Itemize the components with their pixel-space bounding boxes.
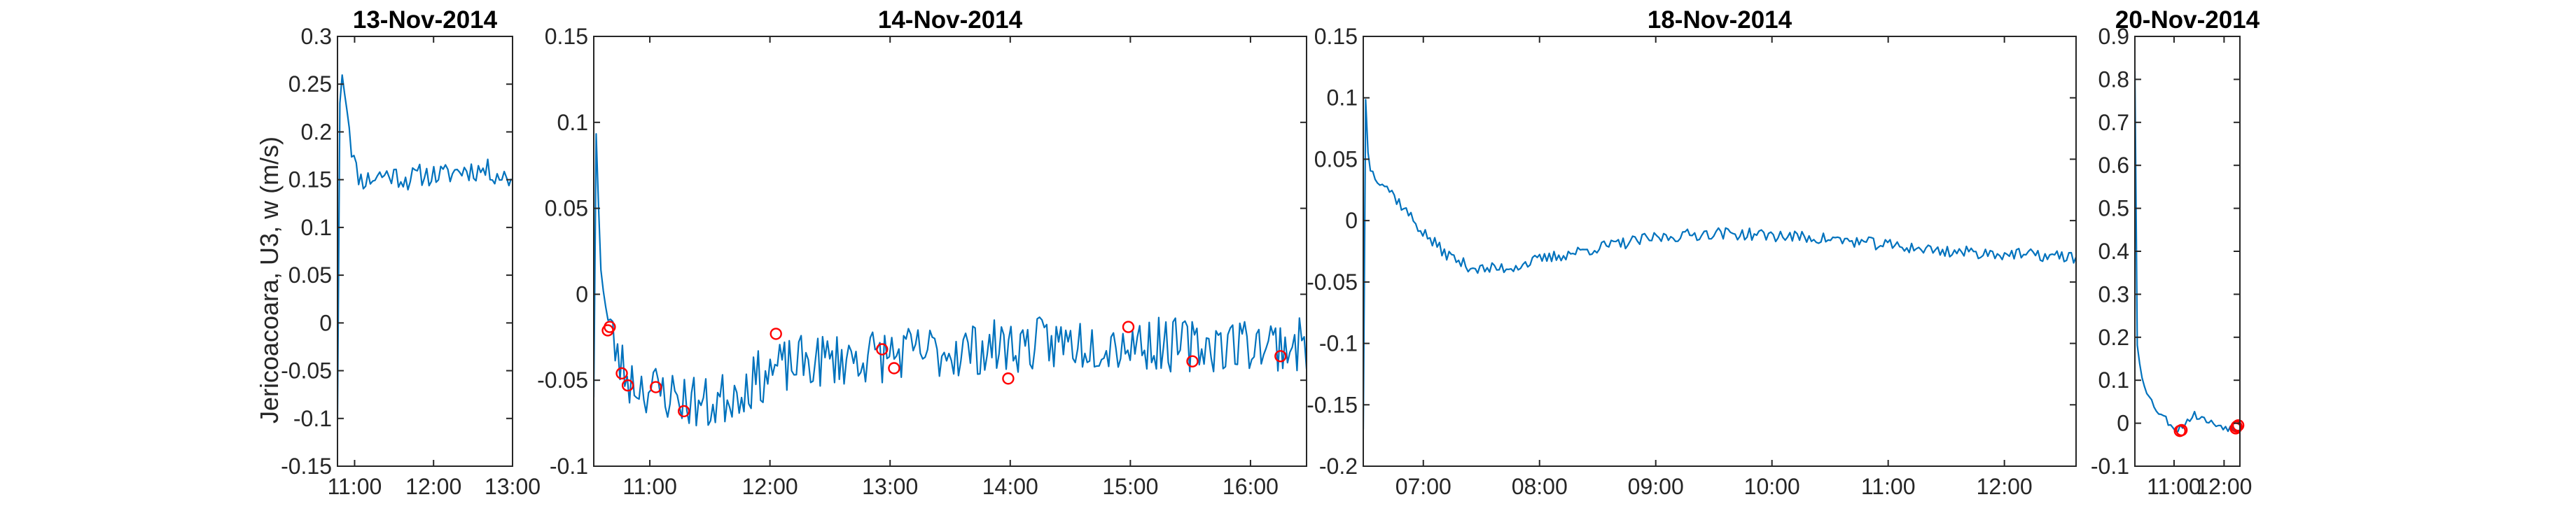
x-tick-label: 13:00 [862, 474, 918, 499]
y-tick-label: 0.15 [288, 167, 332, 192]
marker-point [1002, 372, 1015, 385]
marker-point [770, 328, 782, 340]
y-axis-label: Jericoacoara, U3, w (m/s) [255, 136, 284, 424]
y-tick-label: 0.5 [2098, 196, 2129, 221]
series-line [2135, 71, 2240, 434]
y-tick-label: -0.05 [281, 358, 332, 384]
x-tick-label: 12:00 [405, 474, 461, 499]
x-tick-label: 11:00 [1861, 474, 1916, 499]
y-tick-label: 0.1 [2098, 368, 2129, 393]
y-tick-label: 0.05 [1314, 146, 1358, 172]
axes-frame [337, 36, 513, 467]
y-tick-label: 0 [576, 281, 588, 307]
y-tick-label: -0.1 [550, 454, 588, 479]
y-tick-label: -0.2 [1319, 454, 1358, 479]
x-tick-label: 11:00 [622, 474, 677, 499]
series-line [594, 133, 1307, 427]
x-tick-label: 09:00 [1628, 474, 1684, 499]
panel-title: 18-Nov-2014 [1648, 6, 1792, 34]
y-tick-label: 0.1 [301, 215, 332, 240]
y-tick-label: 0.7 [2098, 110, 2129, 135]
axes-frame [593, 36, 1307, 467]
x-tick-label: 14:00 [982, 474, 1038, 499]
panel-title: 13-Nov-2014 [353, 6, 498, 34]
y-tick-label: 0 [319, 310, 332, 335]
panel-title: 20-Nov-2014 [2115, 6, 2260, 34]
marker-point [621, 379, 634, 392]
x-tick-label: 11:00 [2147, 474, 2201, 499]
y-tick-label: 0.4 [2098, 239, 2129, 264]
series-line [337, 74, 513, 419]
x-tick-label: 12:00 [742, 474, 798, 499]
y-tick-label: 0.25 [288, 71, 332, 97]
x-tick-label: 08:00 [1512, 474, 1568, 499]
x-tick-label: 15:00 [1102, 474, 1158, 499]
panel-title: 14-Nov-2014 [878, 6, 1023, 34]
y-tick-label: -0.15 [281, 454, 332, 479]
panel-14-nov: 14-Nov-2014 -0.1 -0.05 0 0.05 0.1 0.15 11:00 12:… [537, 6, 1307, 499]
y-tick-label: -0.1 [293, 406, 332, 431]
y-tick-label: 0.05 [545, 196, 588, 221]
y-tick-label: 0.8 [2098, 66, 2129, 92]
y-tick-label: -0.05 [1307, 270, 1358, 295]
x-tick-label: 13:00 [485, 474, 541, 499]
x-tick-label: 16:00 [1223, 474, 1279, 499]
y-tick-label: -0.05 [537, 368, 588, 393]
y-tick-label: 0.05 [288, 262, 332, 288]
marker-point [1274, 350, 1287, 363]
axes-frame [1363, 36, 2077, 467]
marker-point [1122, 321, 1135, 333]
y-tick-label: -0.1 [2091, 454, 2129, 479]
y-tick-label: 0.1 [1327, 85, 1358, 111]
y-tick-label: 0 [2117, 411, 2129, 436]
marker-point [888, 362, 900, 374]
y-tick-label: 0.1 [557, 110, 588, 135]
y-tick-label: -0.15 [1307, 392, 1358, 417]
x-tick-label: 07:00 [1395, 474, 1451, 499]
marker-point [604, 321, 616, 333]
x-tick-label: 10:00 [1744, 474, 1800, 499]
marker-point [2230, 420, 2243, 433]
marker-point [649, 381, 662, 393]
y-tick-label: 0.6 [2098, 153, 2129, 178]
y-tick-label: 0.2 [301, 119, 332, 144]
marker-point [876, 343, 889, 356]
panel-20-nov: 20-Nov-2014 -0.1 0 0.1 0.2 0.3 0.4 0.5 0.6 0.7 0.8… [2091, 6, 2260, 499]
marker-point [677, 405, 690, 418]
x-tick-label: 11:00 [328, 474, 382, 499]
x-tick-label: 12:00 [2196, 474, 2252, 499]
y-tick-label: -0.1 [1319, 331, 1358, 356]
y-tick-label: 0 [1345, 208, 1358, 233]
y-tick-label: 0.15 [1314, 24, 1358, 49]
marker-point [1186, 355, 1199, 368]
y-tick-label: 0.3 [301, 24, 332, 49]
panel-18-nov: 18-Nov-2014 -0.2 -0.15 -0.1 -0.05 0 0.05 0.1 0.1… [1307, 6, 2077, 499]
marker-point [2232, 419, 2245, 432]
y-tick-label: 0.9 [2098, 24, 2129, 49]
x-tick-label: 12:00 [1977, 474, 2033, 499]
marker-point [2175, 424, 2188, 437]
panel-13-nov: 13-Nov-2014 -0.15 -0.1 -0.05 0 0.05 0.1 0.15 0.2… [281, 6, 541, 499]
y-tick-label: 0.15 [545, 24, 588, 49]
series-line [1363, 99, 2076, 430]
marker-point [615, 367, 628, 380]
y-tick-label: 0.2 [2098, 325, 2129, 350]
y-tick-label: 0.3 [2098, 281, 2129, 307]
